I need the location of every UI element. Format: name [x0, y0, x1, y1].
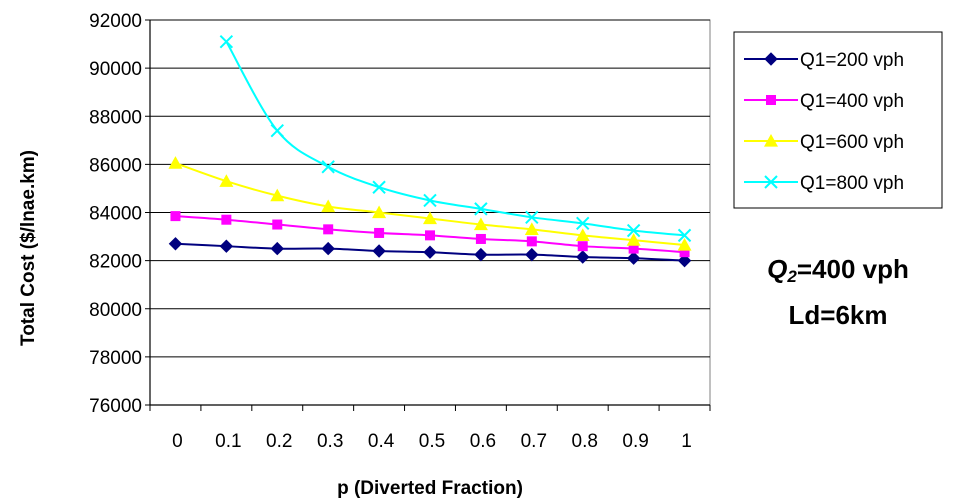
y-tick-label: 90000: [89, 59, 142, 80]
legend-marker: [764, 175, 778, 189]
data-point: [423, 245, 437, 259]
data-point: [474, 247, 488, 262]
data-point: [423, 211, 437, 225]
data-point: [677, 253, 692, 268]
annotation-ld: Ld=6km: [789, 300, 888, 330]
x-tick-label: 0.2: [266, 431, 292, 452]
legend-entry: Q1=200 vph: [744, 50, 904, 71]
data-point: [526, 236, 537, 247]
x-tick-label: 0.9: [622, 431, 648, 452]
legend: Q1=200 vph Q1=400 vph Q1=600 vph Q1=800 vph: [733, 31, 943, 209]
legend-label: Q1=600 vph: [800, 132, 904, 153]
data-point: [372, 244, 386, 258]
data-point: [372, 205, 387, 219]
data-point: [626, 233, 641, 246]
x-tick-labels: 0 0.1 0.2 0.3 0.4 0.5 0.6 0.7 0.8 0.9 1: [172, 431, 692, 452]
data-point: [473, 217, 488, 231]
data-point: [474, 202, 488, 216]
series-4: [219, 34, 692, 243]
annotation-q-letter: Q: [767, 254, 787, 284]
y-tick-label: 92000: [89, 11, 142, 32]
annotation-q2: Q2=400 vph: [767, 254, 909, 286]
x-tick-label: 0.5: [419, 431, 445, 452]
data-point: [677, 228, 692, 243]
x-tick-label: 1: [681, 431, 692, 452]
data-point: [321, 199, 336, 213]
x-tick-label: 0.8: [572, 431, 598, 452]
y-tick-labels: 76000 78000 80000 82000 84000 86000 88000 90000…: [89, 11, 142, 417]
data-point: [626, 223, 641, 238]
y-tick-label: 88000: [89, 107, 142, 128]
x-tick-label: 0.3: [317, 431, 343, 452]
data-point: [221, 214, 232, 225]
data-point: [425, 230, 435, 241]
axes: [145, 19, 711, 411]
data-point: [576, 250, 590, 264]
legend-label: Q1=400 vph: [800, 91, 904, 112]
x-tick-label: 0: [172, 431, 183, 452]
data-point: [575, 228, 590, 241]
data-point: [525, 247, 539, 262]
data-point: [219, 239, 234, 253]
data-point: [170, 211, 181, 222]
x-tick-label: 0.4: [368, 431, 395, 452]
y-tick-label: 86000: [89, 155, 142, 176]
data-point: [270, 188, 285, 202]
series-layer: [168, 34, 692, 268]
data-point: [374, 227, 385, 238]
x-tick-label: 0.6: [470, 431, 496, 452]
series-3: [168, 156, 692, 251]
data-point: [626, 251, 641, 265]
data-point: [577, 241, 588, 252]
data-point: [321, 241, 335, 256]
series-line: [225, 41, 685, 237]
data-point: [628, 243, 639, 254]
y-tick-label: 82000: [89, 252, 142, 273]
annotation-q-subscript: 2: [786, 267, 797, 286]
data-point: [219, 174, 234, 187]
x-axis-title: p (Diverted Fraction): [337, 478, 523, 499]
data-point: [423, 193, 437, 208]
y-axis-title: Total Cost ($/lnae.km): [18, 150, 39, 346]
series-1: [168, 237, 692, 268]
data-point: [524, 222, 539, 235]
data-point: [372, 180, 386, 194]
data-point: [576, 216, 590, 231]
data-point: [321, 160, 335, 174]
data-point: [168, 237, 183, 251]
data-point: [525, 210, 539, 225]
data-point: [270, 241, 284, 256]
y-tick-label: 78000: [89, 348, 142, 369]
x-tick-label: 0.7: [521, 431, 547, 452]
y-tick-label: 76000: [89, 396, 142, 417]
y-tick-label: 80000: [89, 300, 142, 321]
series-2: [170, 211, 690, 258]
data-point: [323, 224, 334, 235]
data-point: [219, 34, 234, 49]
annotation-q-rest: =400 vph: [797, 254, 909, 284]
legend-marker: [764, 52, 778, 66]
legend-label: Q1=200 vph: [800, 50, 904, 71]
legend-label: Q1=800 vph: [800, 173, 904, 194]
data-point: [679, 247, 690, 258]
legend-entry: Q1=800 vph: [744, 173, 904, 194]
data-point: [272, 219, 283, 230]
data-point: [168, 156, 183, 169]
data-point: [677, 237, 692, 251]
data-point: [270, 123, 284, 138]
legend-marker: [766, 95, 776, 105]
x-tick-label: 0.1: [215, 431, 241, 452]
data-point: [475, 233, 486, 244]
legend-marker: [764, 134, 778, 147]
legend-entry: Q1=600 vph: [744, 132, 904, 153]
y-tick-label: 84000: [89, 204, 142, 225]
legend-entry: Q1=400 vph: [744, 91, 904, 112]
